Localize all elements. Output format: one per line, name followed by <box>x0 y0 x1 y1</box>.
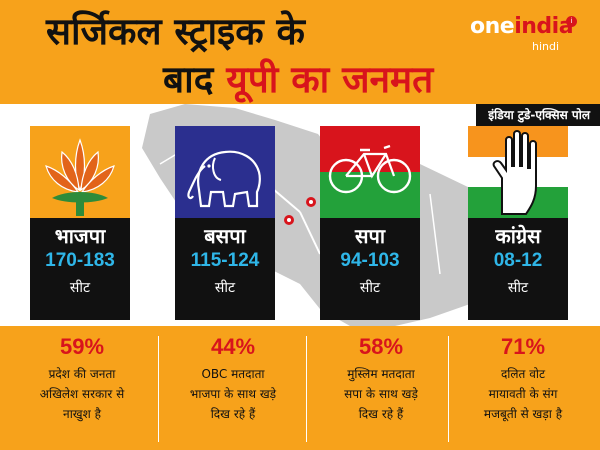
stats-section: 59% प्रदेश की जनता अखिलेश सरकार से नाखुश ह… <box>0 326 600 450</box>
oneindia-logo[interactable]: oneindia i hindi <box>470 14 578 64</box>
stat-text: OBC मतदाता भाजपा के साथ खड़े दिख रहे हैं <box>189 367 277 421</box>
parties-section: इंडिया टुडे-एक्सिस पोल भाजपा 170-183 सीट… <box>0 104 600 326</box>
logo-wordmark: oneindia <box>470 14 574 39</box>
seat-label: सीट <box>359 280 381 296</box>
source-label: इंडिया टुडे-एक्सिस पोल <box>476 104 600 126</box>
seat-range: 115-124 <box>190 250 260 271</box>
party-card-bjp: भाजपा 170-183 सीट <box>30 126 130 320</box>
stat-text: मुस्लिम मतदाता सपा के साथ खड़े दिख रहे हैं <box>344 367 418 421</box>
stat-percent: 58% <box>358 334 404 359</box>
elephant-icon <box>175 126 275 218</box>
bicycle-icon <box>320 126 420 218</box>
seat-range: 170-183 <box>45 250 115 271</box>
party-name: भाजपा <box>54 224 106 248</box>
stat-text: प्रदेश की जनता अखिलेश सरकार से नाखुश है <box>39 367 125 421</box>
stat-percent: 44% <box>210 334 256 359</box>
seat-label: सीट <box>214 280 236 296</box>
title-line-2-dark: बाद <box>163 58 227 101</box>
stat-divider <box>448 336 449 442</box>
party-card-bsp: बसपा 115-124 सीट <box>175 126 275 320</box>
seat-label: सीट <box>507 280 529 296</box>
stat-percent: 59% <box>59 334 105 359</box>
party-name: सपा <box>354 224 386 248</box>
stat-column: 71% दलित वोट मायावती के संग मजबूती से खड़ा… <box>448 326 598 450</box>
title-line-1: सर्जिकल स्ट्राइक के <box>46 10 305 53</box>
stat-divider <box>158 336 159 442</box>
header-banner: सर्जिकल स्ट्राइक के बाद यूपी का जनमत one… <box>0 0 600 104</box>
stat-divider <box>306 336 307 442</box>
party-name: कांग्रेस <box>495 224 541 248</box>
stat-column: 59% प्रदेश की जनता अखिलेश सरकार से नाखुश ह… <box>7 326 157 450</box>
party-card-sp: सपा 94-103 सीट <box>320 126 420 320</box>
title-line-2-red: यूपी का जनमत <box>226 58 434 101</box>
stat-column: 44% OBC मतदाता भाजपा के साथ खड़े दिख रहे ह… <box>158 326 308 450</box>
logo-badge-icon: i <box>566 16 577 27</box>
stat-column: 58% मुस्लिम मतदाता सपा के साथ खड़े दिख रहे… <box>306 326 456 450</box>
party-name: बसपा <box>204 224 246 248</box>
seat-range: 94-103 <box>340 250 400 271</box>
hand-icon <box>468 126 568 218</box>
title-line-2: बाद यूपी का जनमत <box>163 52 433 103</box>
seat-label: सीट <box>69 280 91 296</box>
lotus-icon <box>30 126 130 218</box>
stat-percent: 71% <box>500 334 546 359</box>
seat-range: 08-12 <box>493 250 543 271</box>
party-card-inc: कांग्रेस 08-12 सीट <box>468 126 568 320</box>
stat-text: दलित वोट मायावती के संग मजबूती से खड़ा है <box>483 367 563 421</box>
logo-subtitle: hindi <box>532 40 560 53</box>
